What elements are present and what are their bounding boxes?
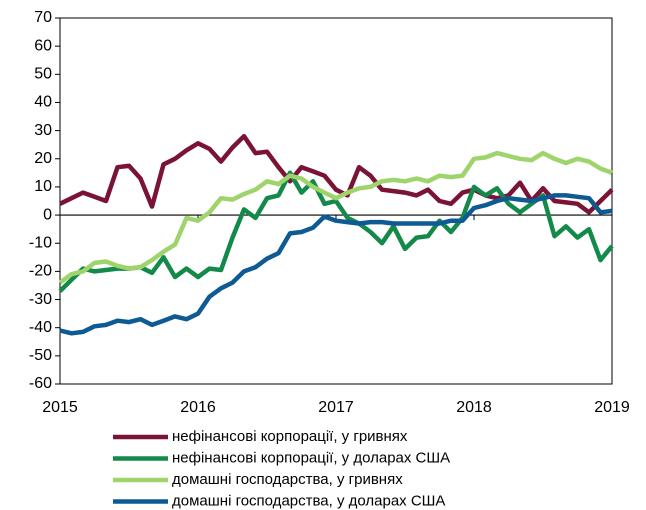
y-tick-label: 50	[34, 66, 52, 83]
y-tick-label: -50	[29, 347, 52, 364]
y-tick-label: 10	[34, 178, 52, 195]
y-tick-label: -40	[29, 319, 52, 336]
y-tick-label: 0	[43, 206, 52, 223]
y-tick-label: 60	[34, 37, 52, 54]
legend-label: нефінансові корпорації, у гривнях	[172, 428, 408, 445]
x-tick-label: 2019	[594, 399, 630, 416]
y-tick-label: -60	[29, 375, 52, 392]
legend-label: домашні господарства, у гривнях	[172, 471, 403, 488]
y-tick-label: 40	[34, 94, 52, 111]
y-tick-label: -20	[29, 263, 52, 280]
plot-frame	[59, 17, 613, 385]
series-line	[59, 193, 613, 336]
x-tick-label: 2015	[42, 399, 78, 416]
y-tick-label: 20	[34, 150, 52, 167]
y-tick-label: 70	[34, 9, 52, 26]
legend-label: домашні господарства, у доларах США	[172, 492, 445, 509]
y-tick-label: -30	[29, 291, 52, 308]
series-line	[59, 133, 614, 215]
series-line	[58, 150, 613, 285]
y-tick-label: 30	[34, 122, 52, 139]
x-tick-label: 2016	[180, 399, 216, 416]
x-tick-label: 2017	[318, 399, 354, 416]
legend-label: нефінансові корпорації, у доларах США	[172, 449, 450, 466]
x-tick-label: 2018	[456, 399, 492, 416]
series-line	[58, 170, 614, 293]
y-tick-label: -10	[29, 234, 52, 251]
